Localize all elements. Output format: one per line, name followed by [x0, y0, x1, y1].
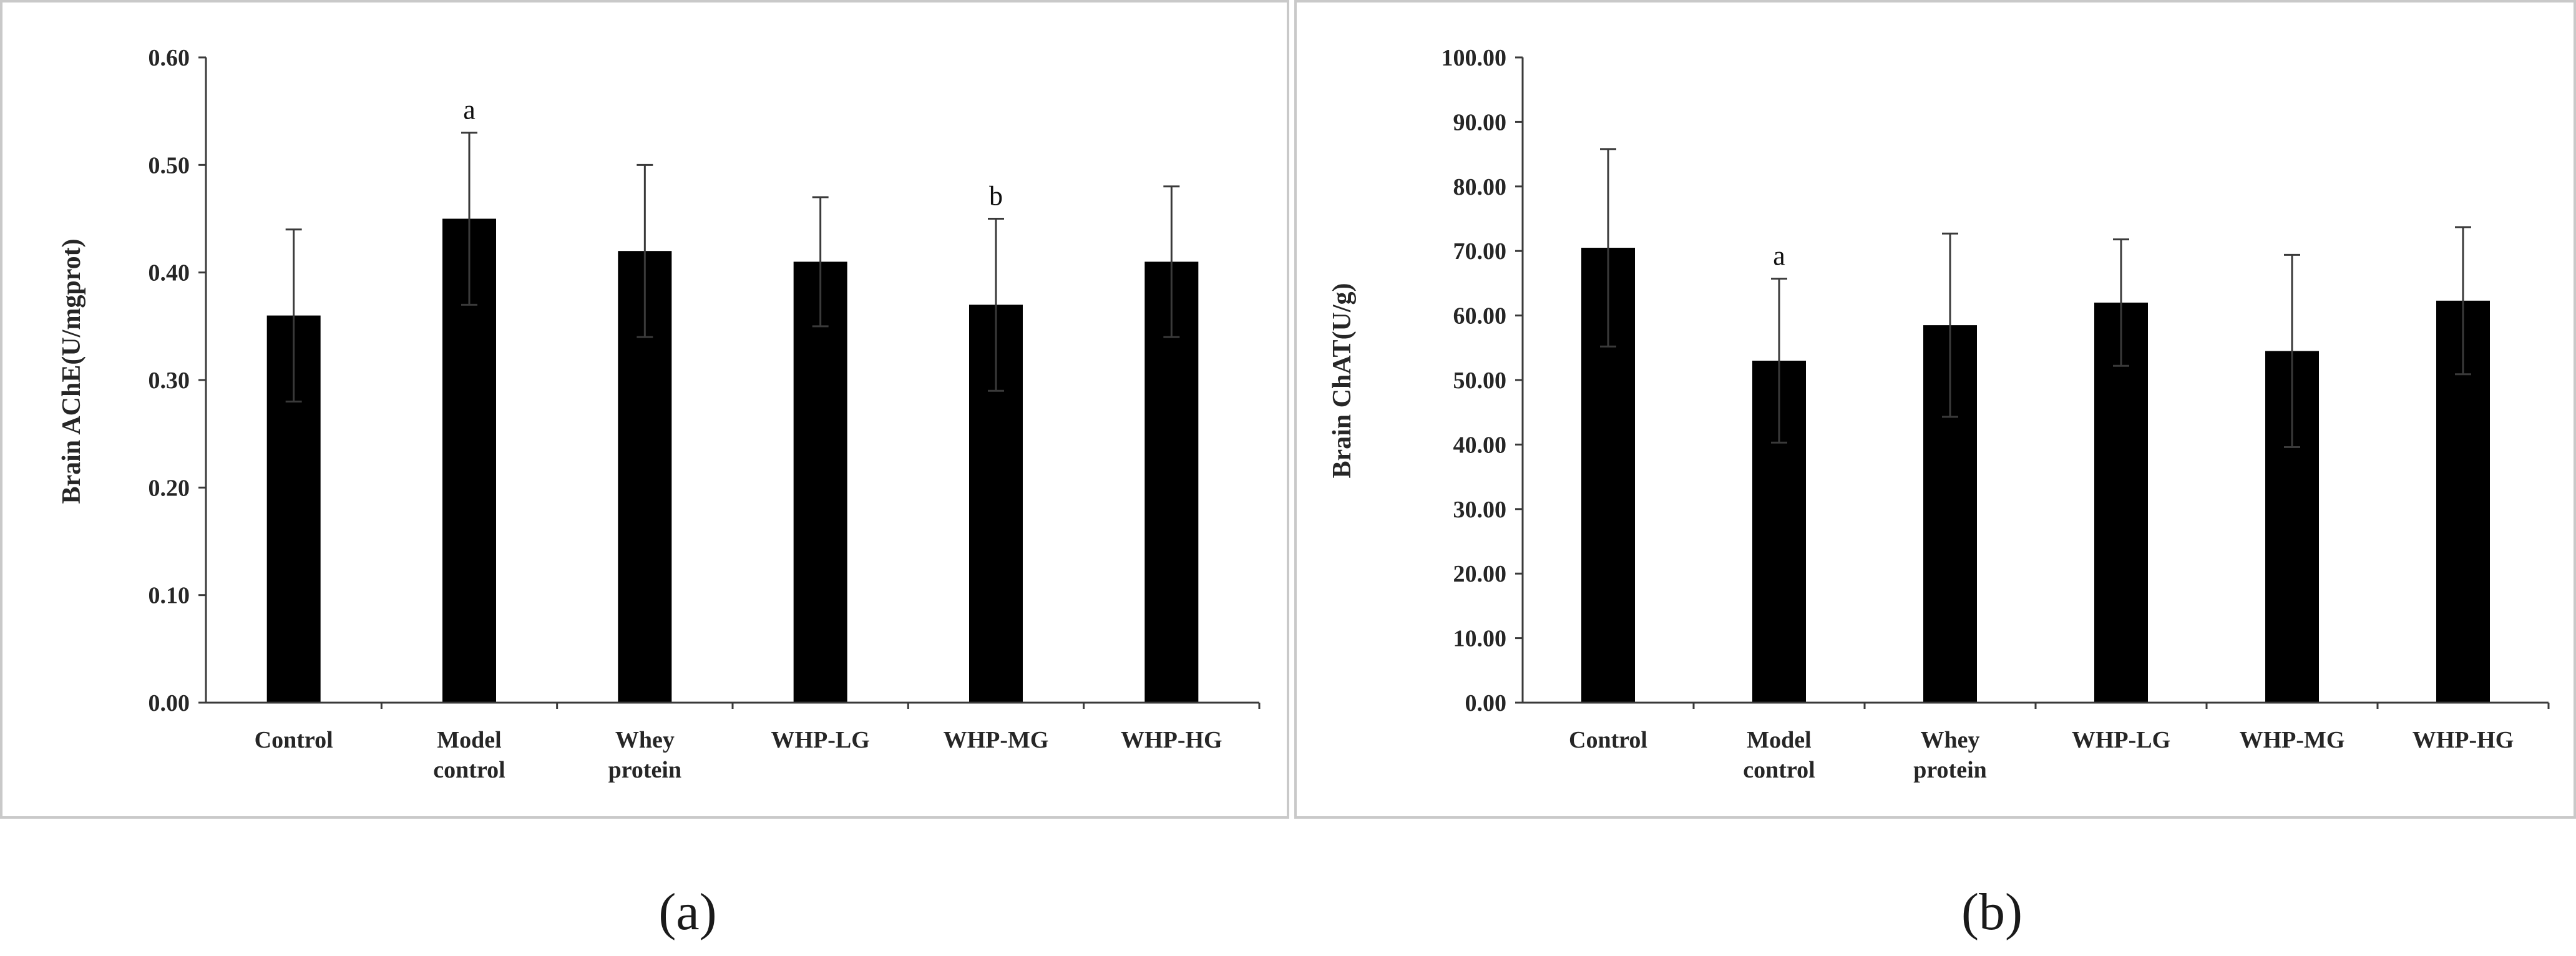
panel-a-y-axis-label: Brain AChE(U/mgprot): [57, 238, 86, 504]
panel-b-x-tick-label: WHP-MG: [2240, 727, 2345, 753]
panel-b-x-tick-label: protein: [1913, 757, 1987, 783]
panel-a-x-tick-label: control: [433, 757, 505, 783]
panel-a-bar-3: [793, 261, 847, 703]
panel-a-y-tick-label: 0.10: [149, 583, 190, 609]
panel-a-x-tick-label: Model: [437, 727, 501, 753]
panel-b-y-tick-label: 40.00: [1453, 432, 1507, 458]
panel-a-y-tick-label: 0.50: [149, 152, 190, 178]
panel-a-x-tick-label: WHP-MG: [944, 727, 1049, 753]
panel-a-x-ticks: Control Model control Whey protein WHP-LG WHP-…: [255, 703, 1261, 783]
panel-a-bars: ab: [266, 95, 1199, 703]
panel-b-y-tick-label: 100.00: [1442, 45, 1507, 71]
panel-b-y-tick-label: 90.00: [1453, 109, 1507, 135]
panel-b-y-tick-label: 70.00: [1453, 238, 1507, 265]
panel-a-acho-chart: Brain AChE(U/mgprot) 0.00 0.10 0.20 0.30 0.4…: [0, 0, 1289, 941]
panel-a-y-tick-label: 0.60: [149, 45, 190, 71]
panel-b-y-tick-label: 80.00: [1453, 174, 1507, 200]
panel-b-x-tick-label: WHP-LG: [2072, 727, 2170, 753]
panel-b-x-tick-label: WHP-HG: [2413, 727, 2514, 753]
panel-b-y-tick-label: 10.00: [1453, 626, 1507, 652]
panel-b-y-axis-label: Brain ChAT(U/g): [1328, 283, 1357, 478]
panel-b-y-tick-label: 60.00: [1453, 303, 1507, 329]
panel-b-y-tick-label: 20.00: [1453, 561, 1507, 587]
panel-a-y-tick-label: 0.20: [149, 475, 190, 501]
panel-a-caption: (a): [658, 883, 716, 941]
panel-a-x-tick-label: protein: [608, 757, 682, 783]
panel-a-y-tick-label: 0.30: [149, 368, 190, 394]
panel-a-x-tick-label: WHP-HG: [1121, 727, 1222, 753]
panel-b-x-ticks: Control Model control Whey protein WHP-LG WHP-…: [1569, 703, 2550, 783]
panel-b-significance-label-1: a: [1773, 241, 1785, 271]
panel-b-x-tick-label: Model: [1747, 727, 1811, 753]
panel-a-significance-label-4: b: [989, 181, 1003, 212]
panel-a-frame: [0, 0, 1289, 819]
panel-b-y-tick-label: 0.00: [1465, 690, 1507, 716]
panel-a-y-tick-label: 0.40: [149, 260, 190, 286]
panel-b-y-ticks: 0.00 10.00 20.00 30.00 40.00 50.00 60.00 70.00 8…: [1442, 45, 1523, 716]
panel-a-significance-label-1: a: [463, 95, 476, 125]
panel-a-y-ticks: 0.00 0.10 0.20 0.30 0.40 0.50 0.60: [149, 45, 206, 716]
panel-b-bar-3: [2094, 302, 2148, 703]
panel-a-y-tick-label: 0.00: [149, 690, 190, 716]
panel-a-x-tick-label: Whey: [615, 727, 675, 753]
panel-b-bars: a: [1581, 148, 2490, 703]
panel-a-x-tick-label: WHP-LG: [771, 727, 870, 753]
panel-b-frame: [1294, 0, 2576, 819]
panel-b-x-tick-label: Control: [1569, 727, 1647, 753]
panel-b-caption: (b): [1961, 883, 2022, 941]
panel-b-y-tick-label: 30.00: [1453, 497, 1507, 523]
panel-a-x-tick-label: Control: [255, 727, 333, 753]
panel-b-y-tick-label: 50.00: [1453, 368, 1507, 394]
panel-b-x-tick-label: Whey: [1921, 727, 1980, 753]
panel-b-x-tick-label: control: [1743, 757, 1815, 783]
panel-b-chat-chart: Brain ChAT(U/g) 0.00 10.00 20.00 30.00 40.00…: [1294, 0, 2576, 941]
